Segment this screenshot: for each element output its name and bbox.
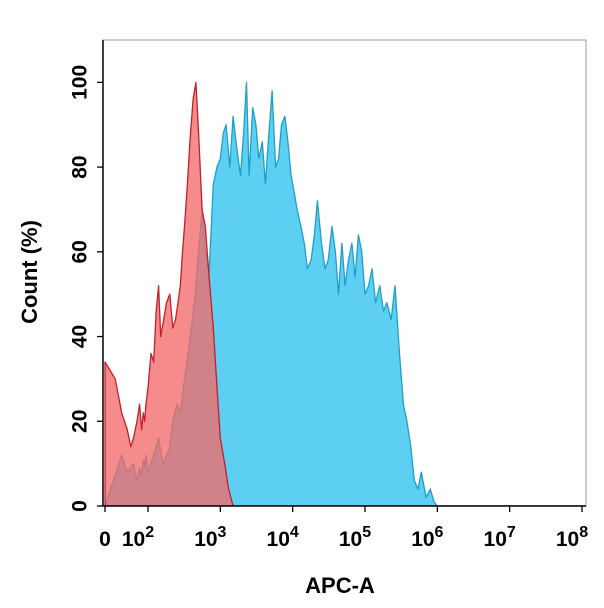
y-tick-label: 0 bbox=[69, 500, 92, 512]
y-tick-label: 80 bbox=[69, 155, 92, 178]
x-tick-label: 106 bbox=[411, 524, 443, 551]
x-tick-label: 104 bbox=[267, 524, 299, 551]
y-tick-label: 20 bbox=[69, 410, 92, 433]
y-tick-label: 100 bbox=[69, 65, 92, 100]
x-tick-label: 102 bbox=[122, 524, 154, 551]
y-tick-label: 40 bbox=[69, 325, 92, 348]
x-tick-label: 103 bbox=[194, 524, 226, 551]
y-tick-label: 60 bbox=[69, 240, 92, 263]
x-tick-label: 105 bbox=[339, 524, 371, 551]
histogram-series-2 bbox=[104, 81, 583, 506]
x-axis-title: APC-A bbox=[305, 573, 375, 598]
y-axis-title: Count (%) bbox=[17, 220, 42, 324]
x-tick-label: 108 bbox=[556, 524, 588, 551]
x-tick-label: 0 bbox=[99, 528, 111, 551]
x-tick-label: 107 bbox=[484, 524, 516, 551]
